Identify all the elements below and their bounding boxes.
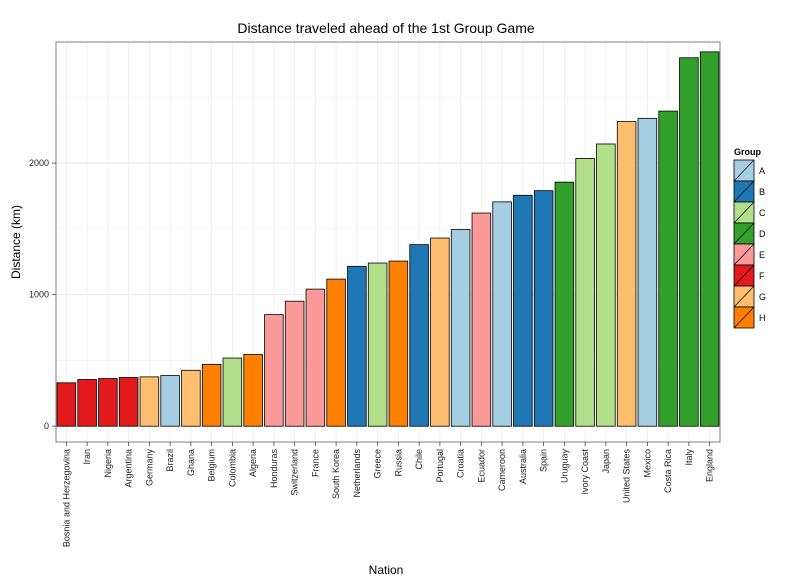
y-axis-title: Distance (km) xyxy=(9,205,23,279)
legend-label: A xyxy=(759,166,765,176)
x-tick-label: Cameroon xyxy=(497,449,507,491)
bar xyxy=(160,375,180,427)
bar xyxy=(243,354,263,427)
x-tick-label: Greece xyxy=(373,449,383,479)
x-tick-label: Ivory Coast xyxy=(580,449,590,495)
bar xyxy=(284,300,305,427)
y-tick-label: 2000 xyxy=(29,158,49,168)
bar xyxy=(471,212,492,427)
legend-key-slash xyxy=(733,264,755,287)
bar xyxy=(118,377,139,427)
x-tick-label: Algeria xyxy=(248,449,258,477)
legend-key-slash xyxy=(733,201,755,224)
bar xyxy=(409,244,429,427)
legend-key-slash xyxy=(733,180,755,203)
legend-label: D xyxy=(759,229,766,239)
x-tick-label: Germany xyxy=(144,449,154,487)
bar xyxy=(596,143,616,427)
x-tick-label: Nigeria xyxy=(103,449,113,478)
bars xyxy=(55,41,721,443)
x-tick-label: Switzerland xyxy=(290,449,300,496)
x-tick-label: Costa Rica xyxy=(663,449,673,493)
x-tick-label: Colombia xyxy=(227,449,237,487)
bar xyxy=(554,181,575,427)
x-tick-label: Bosnia and Herzegovina xyxy=(61,449,71,547)
x-tick-label: Mexico xyxy=(642,449,652,478)
x-tick-label: Spain xyxy=(539,449,549,472)
x-tick-label: Honduras xyxy=(269,449,279,489)
bar xyxy=(492,201,512,427)
bar xyxy=(699,51,720,427)
x-tick-label: Russia xyxy=(393,449,403,477)
x-axis: Bosnia and Herzegovina Iran Nigeria Argenti… xyxy=(61,442,715,547)
x-tick-label: Australia xyxy=(518,449,528,484)
x-tick-label: Belgium xyxy=(207,449,217,482)
bar xyxy=(513,194,533,427)
bar xyxy=(347,265,367,427)
legend-key-slash xyxy=(733,306,755,329)
x-axis-title: Nation xyxy=(369,563,404,577)
bar xyxy=(305,288,326,427)
bar xyxy=(430,237,450,427)
x-tick-label: Ghana xyxy=(186,449,196,476)
bar xyxy=(181,369,201,427)
bar xyxy=(575,158,595,427)
x-tick-label: Ecuador xyxy=(476,449,486,483)
legend-key-slash xyxy=(733,222,755,245)
legend-label: H xyxy=(759,313,766,323)
x-tick-label: Italy xyxy=(684,449,694,466)
legend-label: C xyxy=(759,208,766,218)
legend-label: E xyxy=(759,250,765,260)
legend-label: G xyxy=(759,292,766,302)
chart-title: Distance traveled ahead of the 1st Group… xyxy=(237,20,534,36)
legend-key-slash xyxy=(733,285,755,308)
x-tick-label: United States xyxy=(622,449,632,504)
x-tick-label: Brazil xyxy=(165,449,175,472)
bar xyxy=(56,382,77,427)
y-tick-label: 0 xyxy=(44,421,49,431)
bar xyxy=(367,262,388,427)
bar xyxy=(637,117,658,427)
legend: Group A B C D E F G H xyxy=(733,147,766,329)
x-tick-label: Uruguay xyxy=(559,449,569,484)
x-tick-label: South Korea xyxy=(331,449,341,499)
legend-label: B xyxy=(759,187,765,197)
bar xyxy=(222,357,243,427)
bar xyxy=(77,379,97,427)
legend-key-slash xyxy=(733,159,755,182)
bar xyxy=(98,378,118,427)
x-tick-label: Croatia xyxy=(456,449,466,478)
x-tick-label: Chile xyxy=(414,449,424,470)
bar xyxy=(616,121,637,427)
panel-border xyxy=(55,41,721,443)
x-tick-label: Argentina xyxy=(124,449,134,488)
bar xyxy=(658,110,678,427)
bar xyxy=(201,363,222,427)
x-tick-label: France xyxy=(310,449,320,477)
legend-label: F xyxy=(759,271,765,281)
bar xyxy=(264,314,284,427)
bar xyxy=(326,278,346,427)
legend-key-slash xyxy=(733,243,755,266)
x-tick-label: England xyxy=(705,449,715,482)
x-tick-label: Japan xyxy=(601,449,611,474)
bar xyxy=(388,260,409,427)
bar xyxy=(679,57,699,427)
bar xyxy=(450,229,471,427)
bar xyxy=(533,190,554,427)
x-tick-label: Portugal xyxy=(435,449,445,483)
y-axis: 0 1000 2000 xyxy=(29,158,56,431)
bar xyxy=(139,376,160,427)
legend-title: Group xyxy=(734,147,761,157)
x-tick-label: Netherlands xyxy=(352,449,362,498)
y-tick-label: 1000 xyxy=(29,290,49,300)
x-tick-label: Iran xyxy=(82,449,92,465)
